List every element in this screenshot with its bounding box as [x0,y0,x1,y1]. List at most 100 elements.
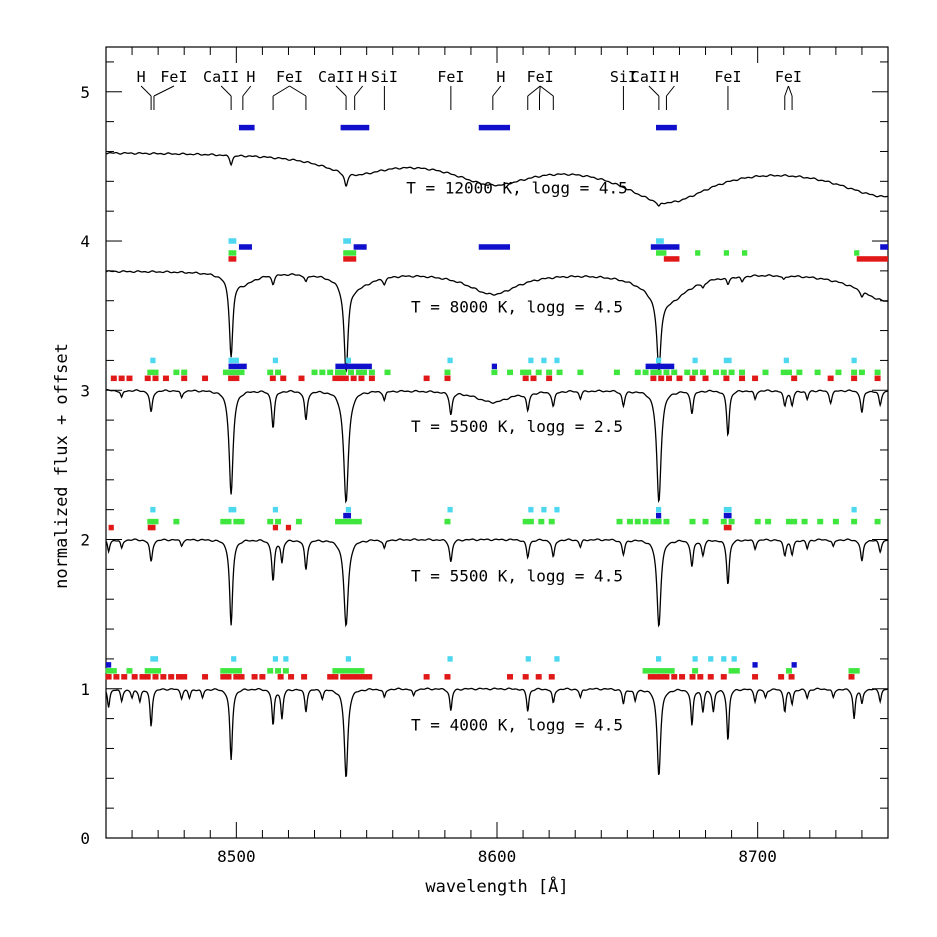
line-marker-CaII [731,656,737,662]
line-marker-other [752,674,759,680]
line-marker-FeI [105,668,112,674]
line-marker-FeI [110,668,117,674]
line-marker-other [444,375,451,382]
y-tick-label: 0 [80,829,90,848]
line-marker-other [118,375,125,382]
line-marker-other [181,674,188,680]
line-marker-other [791,375,798,382]
line-marker-FeI [522,518,529,525]
line-id-connector [527,85,541,97]
line-id-connector [538,85,541,97]
line-marker-CaII [541,357,547,364]
line-marker-other [361,674,368,680]
line-marker-other [658,375,665,382]
line-marker-FeI [230,668,237,674]
x-tick-label: 8600 [478,847,517,866]
line-marker-CaII [228,238,237,244]
line-id-label: CaII [631,68,667,86]
line-marker-FeI [233,369,240,376]
line-marker-FeI [181,369,188,376]
line-marker-other [202,674,209,680]
line-marker-FeI [642,668,649,674]
line-marker-FeI [658,668,665,674]
spectrum-line-0 [105,151,889,207]
line-marker-other [288,674,295,680]
line-marker-other [168,674,175,680]
line-marker-FeI [538,518,545,525]
line-marker-CaII [528,357,534,364]
line-marker-CaII [447,506,453,513]
line-marker-FeI [728,369,735,376]
line-marker-H [491,363,497,370]
line-marker-CaII [345,357,352,364]
line-marker-other [856,256,888,262]
line-id-connector [153,85,175,97]
line-marker-other [345,674,352,680]
line-marker-other [277,674,284,680]
line-marker-other [752,375,759,382]
line-marker-other [233,375,240,382]
spectrum-label-1: T = 8000 K, logg = 4.5 [411,298,623,317]
line-marker-FeI [851,369,858,376]
line-marker-FeI [650,518,657,525]
line-marker-H [353,244,367,250]
spectrum-label-3: T = 5500 K, logg = 4.5 [411,566,623,585]
line-id-label: FeI [276,68,303,86]
line-id-label: H [137,68,146,86]
line-marker-other [778,674,785,680]
line-marker-FeI [692,668,699,674]
line-marker-FeI [699,369,706,376]
line-marker-FeI [765,518,772,525]
line-marker-other [342,375,349,382]
line-marker-FeI [733,668,740,674]
line-marker-other [113,674,120,680]
line-id-label: FeI [714,68,741,86]
line-marker-other [105,674,112,680]
line-marker-CaII [150,357,156,364]
line-marker-FeI [355,369,362,376]
line-id-label: CaII [318,68,354,86]
line-marker-FeI [655,369,662,376]
line-marker-FeI [663,518,670,525]
line-marker-CaII [525,656,531,662]
line-marker-FeI [220,518,227,525]
line-marker-other [679,674,686,680]
line-marker-FeI [556,369,563,376]
line-marker-other [108,524,114,531]
line-marker-other [280,375,287,382]
line-marker-H [228,363,247,370]
line-marker-FeI [739,369,746,376]
line-marker-other [707,674,714,680]
line-marker-CaII [554,357,560,364]
line-marker-other [653,674,660,680]
line-id-connector [787,85,793,97]
line-marker-FeI [702,518,709,525]
line-marker-FeI [327,369,334,376]
line-marker-other [739,375,746,382]
y-tick-label: 1 [80,680,90,699]
line-marker-FeI [712,369,719,376]
line-marker-other [546,375,553,382]
spectrum-label-0: T = 12000 K, logg = 4.5 [406,178,628,197]
line-id-connector [648,85,660,97]
line-marker-other [423,674,430,680]
line-marker-FeI [832,518,839,525]
line-marker-FeI [282,668,289,674]
line-marker-FeI [340,369,347,376]
line-marker-other [152,375,159,382]
line-id-connector [272,85,290,97]
line-marker-FeI [634,518,641,525]
line-marker-FeI [222,369,229,376]
line-marker-CaII [541,506,547,513]
line-id-label: FeI [775,68,802,86]
line-marker-CaII [228,357,239,364]
line-marker-CaII [345,656,352,662]
line-marker-other [181,375,188,382]
line-marker-CaII [656,506,662,513]
line-marker-H [645,363,675,370]
line-marker-FeI [720,518,727,525]
line-marker-H [656,512,662,519]
line-id-label: H [246,68,255,86]
line-marker-other [522,674,529,680]
